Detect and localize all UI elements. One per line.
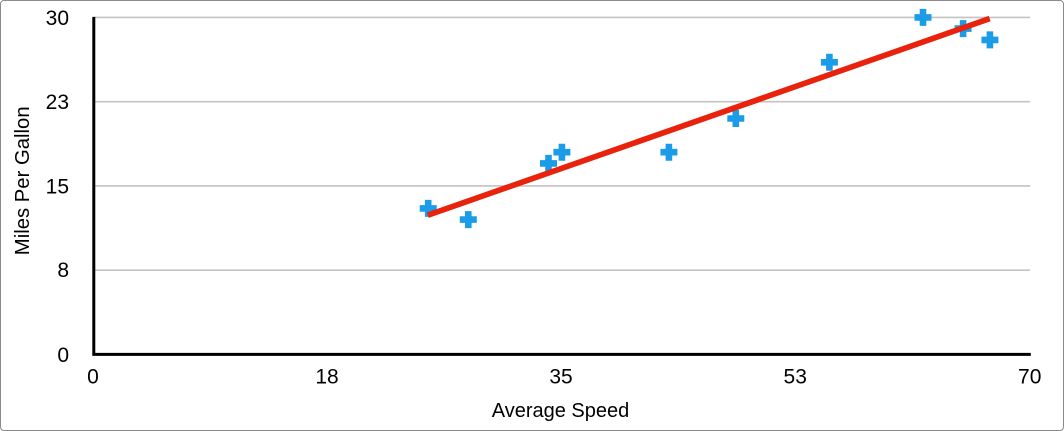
svg-text:30: 30 [46, 7, 69, 30]
svg-text:70: 70 [1018, 366, 1041, 389]
svg-text:15: 15 [46, 175, 69, 198]
svg-text:0: 0 [57, 344, 69, 367]
svg-text:53: 53 [784, 366, 807, 389]
svg-text:0: 0 [87, 366, 99, 389]
svg-text:23: 23 [46, 91, 69, 114]
svg-text:8: 8 [57, 259, 69, 282]
svg-text:18: 18 [315, 366, 338, 389]
svg-text:Average Speed: Average Speed [492, 400, 630, 422]
svg-text:35: 35 [549, 366, 572, 389]
svg-text:Miles Per Gallon: Miles Per Gallon [12, 106, 34, 255]
